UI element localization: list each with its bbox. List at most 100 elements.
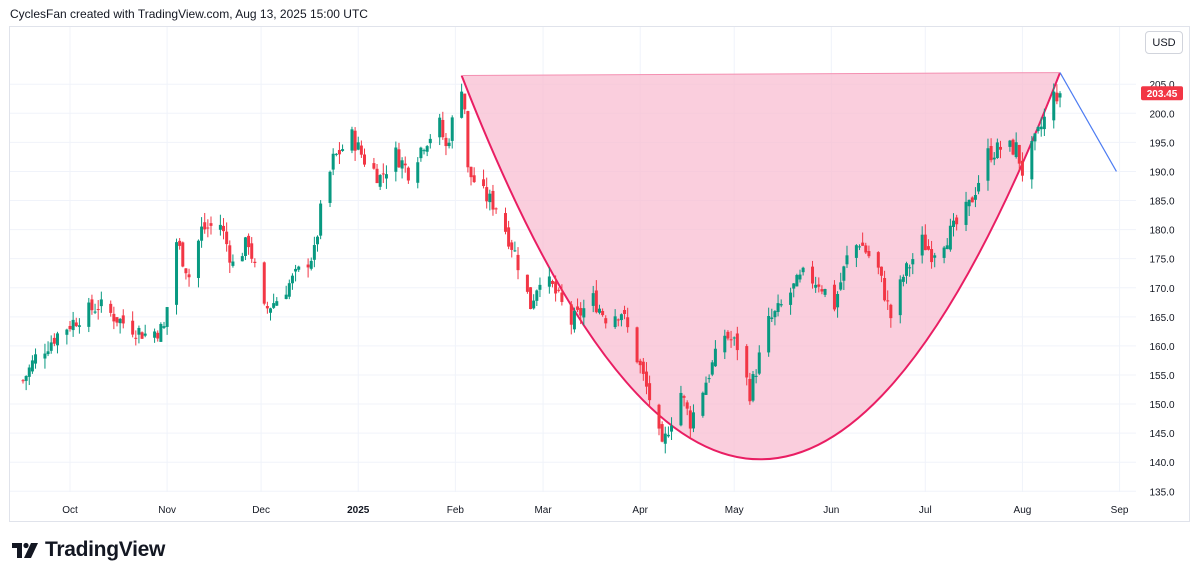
candle-body bbox=[601, 310, 605, 316]
currency-button[interactable]: USD bbox=[1145, 31, 1183, 54]
candle-body bbox=[942, 247, 946, 258]
candle bbox=[21, 379, 25, 384]
candle bbox=[77, 318, 81, 334]
candle-body bbox=[406, 167, 410, 181]
candle bbox=[400, 157, 404, 179]
candle-body bbox=[842, 266, 846, 281]
candle-body bbox=[666, 434, 670, 437]
candle bbox=[49, 335, 53, 354]
candle-body bbox=[682, 396, 686, 398]
candle bbox=[572, 307, 576, 333]
candle-body bbox=[547, 276, 551, 287]
candle-body bbox=[779, 304, 783, 306]
candle-body bbox=[93, 311, 97, 313]
candle-body bbox=[350, 129, 354, 151]
candle-body bbox=[908, 267, 912, 269]
candle-body bbox=[394, 147, 398, 172]
candle-body bbox=[679, 392, 683, 426]
candle-body bbox=[751, 374, 755, 401]
candle-body bbox=[265, 305, 269, 309]
candle bbox=[403, 156, 407, 173]
candle bbox=[945, 238, 949, 250]
candle bbox=[970, 196, 974, 203]
candle-body bbox=[569, 304, 573, 325]
candle-body bbox=[159, 324, 163, 342]
x-tick-label: Jul bbox=[919, 505, 932, 516]
x-tick-label: Feb bbox=[447, 505, 465, 516]
candle-body bbox=[65, 329, 69, 335]
tradingview-logo: TradingView bbox=[11, 538, 165, 562]
candle bbox=[644, 362, 648, 395]
candle-body bbox=[319, 203, 323, 236]
candle bbox=[619, 313, 623, 327]
candle-body bbox=[196, 240, 200, 278]
candle-body bbox=[341, 149, 345, 151]
x-tick-label: Jun bbox=[823, 505, 839, 516]
candle-body bbox=[425, 146, 429, 152]
candle-body bbox=[247, 235, 251, 248]
candle-body bbox=[820, 289, 824, 292]
candle-body bbox=[74, 322, 78, 327]
candle bbox=[1058, 91, 1062, 108]
candle-body bbox=[832, 284, 836, 310]
candle-body bbox=[798, 274, 802, 280]
candle-body bbox=[21, 380, 25, 382]
candle-body bbox=[181, 242, 185, 267]
candle-body bbox=[626, 317, 630, 328]
candle bbox=[550, 279, 554, 288]
y-tick-label: 205.0 bbox=[1149, 80, 1174, 91]
candle bbox=[729, 330, 733, 348]
candle bbox=[250, 237, 254, 263]
candle bbox=[118, 317, 122, 334]
candle-body bbox=[1042, 116, 1046, 130]
candle bbox=[886, 290, 890, 310]
candle bbox=[425, 145, 429, 157]
candle bbox=[225, 222, 229, 252]
candle-body bbox=[134, 337, 138, 339]
candle-body bbox=[579, 307, 583, 316]
candle bbox=[861, 232, 865, 246]
candle bbox=[482, 169, 486, 189]
candle bbox=[560, 284, 564, 306]
candle bbox=[1020, 152, 1024, 182]
candle-body bbox=[294, 268, 298, 272]
cup-rim-line bbox=[461, 72, 1061, 77]
candle-body bbox=[162, 326, 166, 328]
candle-body bbox=[1033, 133, 1037, 142]
x-tick-label: Apr bbox=[632, 505, 648, 516]
candle bbox=[334, 152, 338, 157]
candle-body bbox=[560, 292, 564, 302]
candle bbox=[187, 268, 191, 287]
candle bbox=[272, 293, 276, 309]
cup-curve bbox=[460, 72, 1061, 461]
candle bbox=[450, 115, 454, 149]
candle-body bbox=[378, 175, 382, 187]
candle bbox=[867, 245, 871, 259]
candle bbox=[995, 138, 999, 159]
y-tick-label: 145.0 bbox=[1149, 429, 1174, 440]
candle bbox=[666, 426, 670, 438]
candle-body bbox=[970, 197, 974, 203]
candle bbox=[90, 294, 94, 315]
candle-body bbox=[206, 227, 210, 229]
y-tick-label: 200.0 bbox=[1149, 109, 1174, 120]
candle-body bbox=[886, 300, 890, 302]
candle bbox=[294, 264, 298, 282]
y-tick-label: 190.0 bbox=[1149, 167, 1174, 178]
y-tick-label: 140.0 bbox=[1149, 458, 1174, 469]
candle bbox=[832, 280, 836, 312]
candle-body bbox=[90, 299, 94, 311]
candle-body bbox=[463, 93, 467, 110]
candle-body bbox=[184, 268, 188, 274]
candle bbox=[901, 274, 905, 287]
candle-body bbox=[312, 245, 316, 260]
candle-body bbox=[594, 290, 598, 313]
candle bbox=[839, 272, 843, 291]
candle bbox=[162, 321, 166, 330]
candle-body bbox=[538, 284, 542, 290]
candle bbox=[704, 376, 708, 395]
candle-body bbox=[923, 234, 927, 251]
candle bbox=[789, 287, 793, 315]
candle bbox=[275, 297, 279, 307]
